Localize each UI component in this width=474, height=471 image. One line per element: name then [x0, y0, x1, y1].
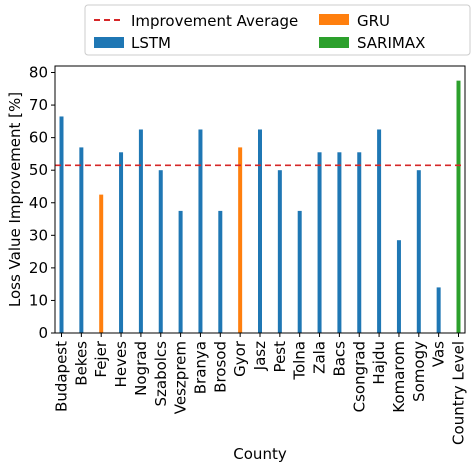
- x-tick-label-jasz: Jasz: [251, 341, 269, 371]
- x-tick-label-tolna: Tolna: [291, 341, 309, 381]
- x-tick-label-bekes: Bekes: [72, 341, 90, 386]
- y-axis: 0 10 20 30 40 50 60 70 80: [29, 64, 55, 342]
- bar-brosod: [218, 210, 223, 333]
- y-tick-label: 80: [29, 64, 48, 82]
- bar-pest: [277, 170, 282, 333]
- x-tick-label-nograd: Nograd: [132, 341, 150, 396]
- bar-bacs: [337, 152, 342, 333]
- y-tick-label: 10: [29, 291, 48, 309]
- x-tick-label-fejer: Fejer: [92, 340, 110, 377]
- x-tick-label-gyor: Gyor: [231, 340, 249, 377]
- y-axis-label: Loss Value Improvement [%]: [6, 92, 24, 307]
- bar-komarom: [396, 240, 401, 333]
- x-tick-label-pest: Pest: [271, 341, 289, 373]
- bar-szabolcs: [158, 170, 163, 333]
- bar-gyor: [238, 147, 243, 333]
- bars-layer: [59, 80, 461, 334]
- bar-fejer: [99, 194, 104, 333]
- bar-budapest: [59, 116, 64, 333]
- legend-swatch-lstm: [94, 37, 124, 48]
- x-tick-label-branya: Branya: [191, 341, 209, 394]
- y-tick-label: 70: [29, 96, 48, 114]
- bar-zala: [317, 152, 322, 333]
- x-tick-label-hajdu: Hajdu: [370, 341, 388, 385]
- y-tick-label: 40: [29, 194, 48, 212]
- legend-label-sarimax: SARIMAX: [357, 34, 425, 52]
- x-axis: Budapest Bekes Fejer Heves Nograd Szabolcs Ves…: [53, 333, 468, 445]
- y-tick-label: 20: [29, 259, 48, 277]
- x-tick-label-country-level: Country Level: [450, 341, 468, 445]
- bar-hajdu: [377, 129, 382, 333]
- legend-label-lstm: LSTM: [131, 34, 171, 52]
- x-tick-label-brosod: Brosod: [211, 341, 229, 393]
- legend-label-gru: GRU: [357, 12, 390, 30]
- x-tick-label-zala: Zala: [311, 341, 329, 374]
- y-tick-label: 60: [29, 129, 48, 147]
- legend-swatch-gru: [319, 14, 349, 25]
- bar-jasz: [258, 129, 262, 333]
- bar-csongrad: [357, 152, 362, 333]
- y-tick-label: 50: [29, 161, 48, 179]
- bar-bekes: [79, 147, 84, 333]
- x-tick-label-veszprem: Veszprem: [172, 341, 190, 414]
- y-tick-label: 0: [38, 324, 48, 342]
- legend-label-improvement-average: Improvement Average: [131, 12, 298, 30]
- plot-frame: [54, 65, 466, 334]
- x-tick-label-szabolcs: Szabolcs: [152, 341, 170, 407]
- legend-swatch-sarimax: [319, 37, 349, 48]
- bar-veszprem: [178, 210, 183, 333]
- bar-tolna: [297, 210, 302, 333]
- bar-vas: [436, 287, 441, 333]
- x-tick-label-somogy: Somogy: [410, 341, 428, 402]
- bar-nograd: [138, 129, 143, 333]
- legend: Improvement Average GRU LSTM SARIMAX: [84, 4, 471, 56]
- x-tick-label-heves: Heves: [112, 341, 130, 388]
- legend-box: [84, 4, 471, 56]
- x-tick-label-budapest: Budapest: [53, 341, 71, 412]
- x-axis-label: County: [233, 445, 287, 463]
- x-tick-label-bacs: Bacs: [330, 341, 348, 377]
- y-tick-label: 30: [29, 226, 48, 244]
- bar-somogy: [416, 170, 421, 333]
- x-tick-label-komarom: Komarom: [390, 341, 408, 413]
- bar-heves: [119, 152, 124, 333]
- bar-branya: [198, 129, 203, 333]
- x-tick-label-csongrad: Csongrad: [350, 341, 368, 412]
- x-tick-label-vas: Vas: [430, 341, 448, 367]
- bar-country-level: [456, 80, 461, 334]
